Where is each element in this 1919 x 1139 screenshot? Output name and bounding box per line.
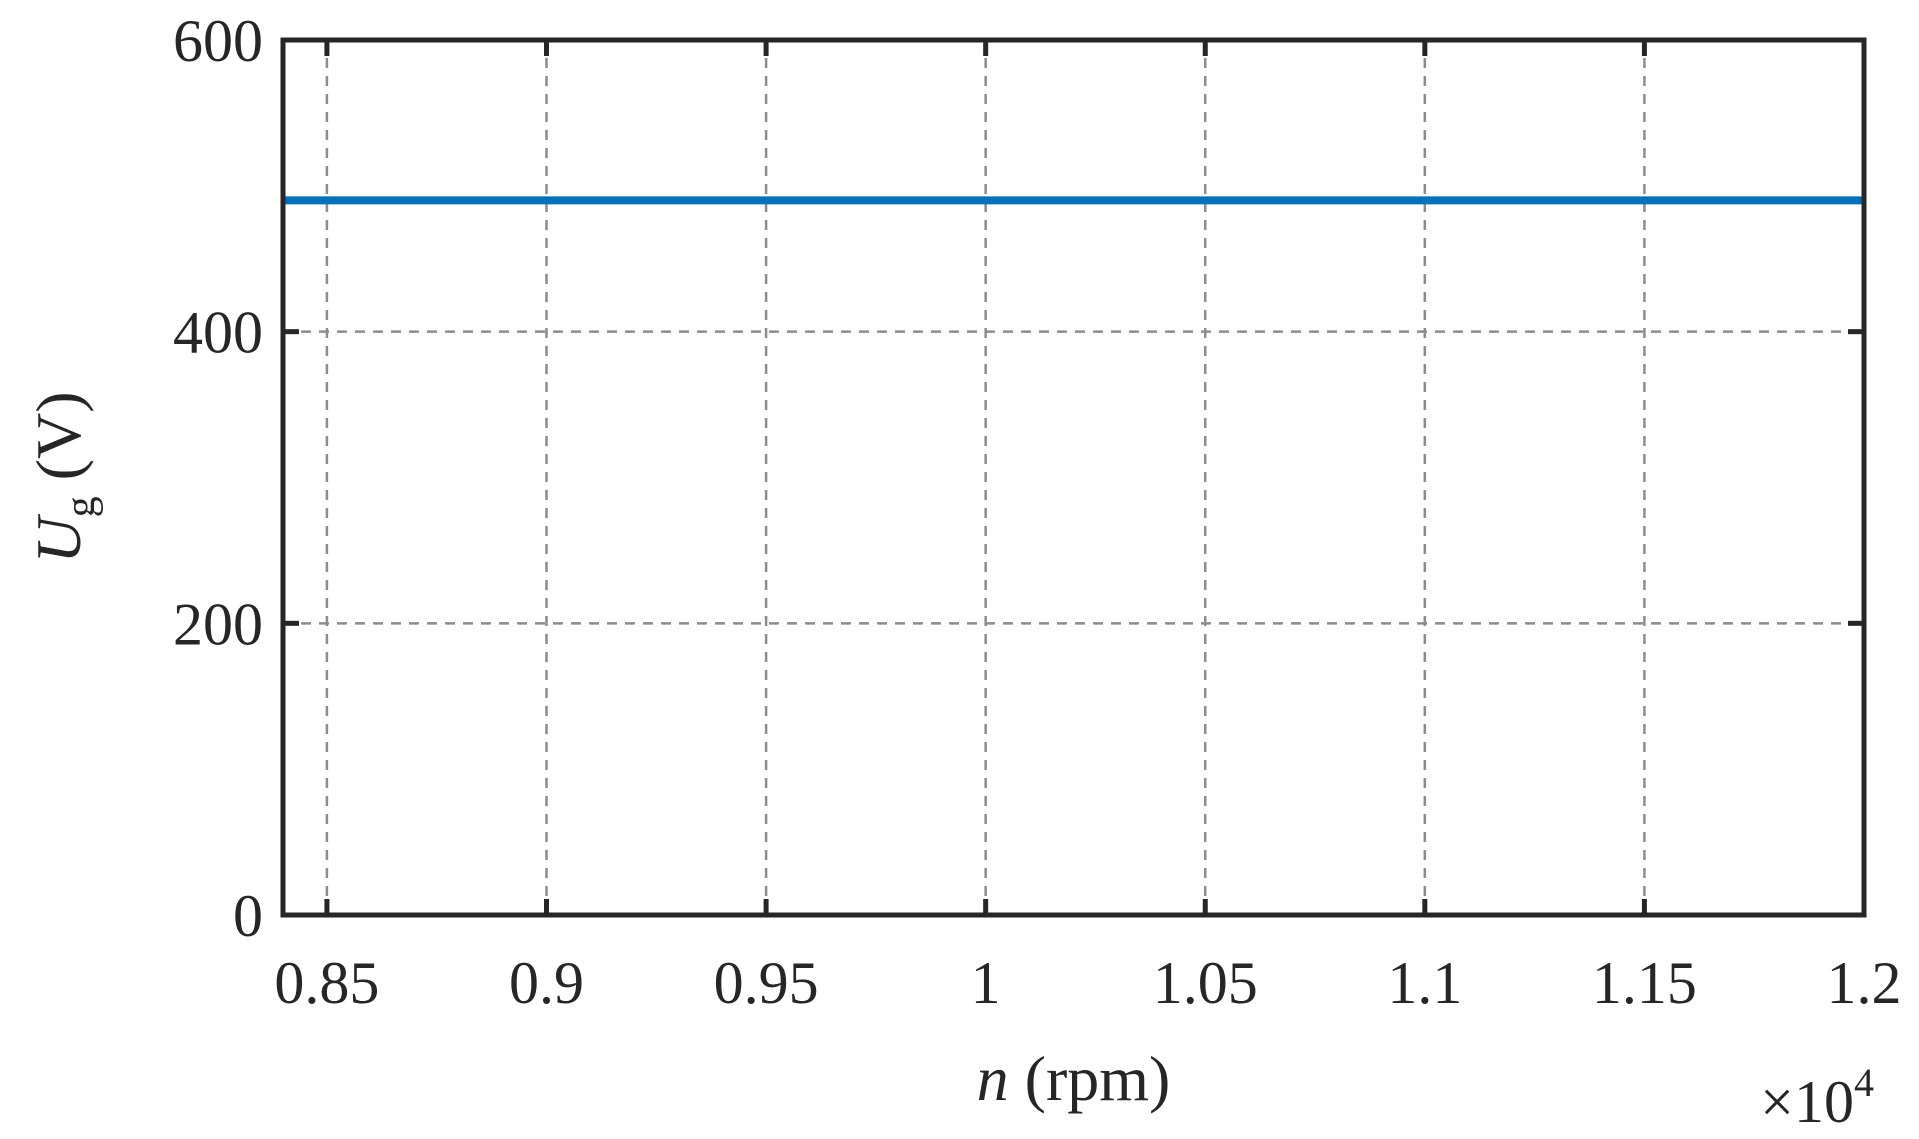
x-tick-label: 1 <box>971 950 1001 1016</box>
x-tick-label: 1.2 <box>1827 950 1902 1016</box>
plot-area-frame <box>280 37 1867 918</box>
x-tick-labels: 0.85 0.9 0.95 1 1.05 1.1 1.15 1.2 <box>274 950 1901 1016</box>
y-tick-labels: 0 200 400 600 <box>173 8 263 949</box>
x-tick-label: 0.95 <box>714 950 819 1016</box>
y-axis-label: Ug (V) <box>23 391 104 563</box>
y-tick-label: 200 <box>173 591 263 657</box>
y-axis-label-variable: U <box>23 514 94 564</box>
y-axis-label-subscript: g <box>58 496 104 517</box>
x-axis-multiplier-base: ×10 <box>1760 1069 1854 1135</box>
x-axis-label: n (rpm) <box>977 1043 1171 1114</box>
y-axis-label-unit: (V) <box>23 391 94 496</box>
grid-lines <box>283 38 1866 917</box>
x-axis-label-variable: n <box>977 1043 1009 1114</box>
y-tick-label: 400 <box>173 300 263 366</box>
tick-marks <box>283 37 1867 918</box>
x-axis-multiplier-exponent: 4 <box>1854 1060 1874 1105</box>
x-tick-label: 1.1 <box>1387 950 1462 1016</box>
x-axis-multiplier: ×104 <box>1760 1060 1874 1135</box>
x-tick-label: 0.9 <box>509 950 584 1016</box>
y-tick-label: 0 <box>233 883 263 949</box>
x-tick-label: 0.85 <box>274 950 379 1016</box>
x-tick-label: 1.15 <box>1592 950 1697 1016</box>
x-tick-label: 1.05 <box>1153 950 1258 1016</box>
y-tick-label: 600 <box>173 8 263 74</box>
x-axis-label-unit: (rpm) <box>1009 1043 1171 1114</box>
